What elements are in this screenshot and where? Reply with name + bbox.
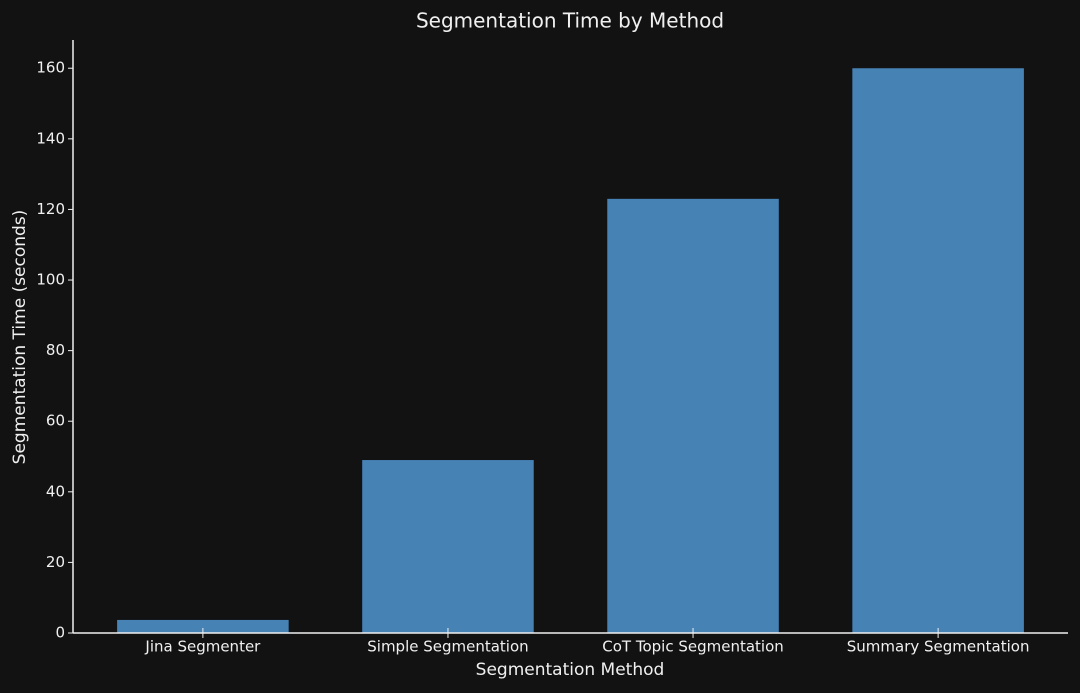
x-tick-label: CoT Topic Segmentation — [602, 638, 784, 656]
y-tick-label: 60 — [46, 412, 65, 430]
bar — [852, 68, 1024, 633]
y-tick-label: 40 — [46, 482, 65, 500]
x-axis-title: Segmentation Method — [476, 660, 665, 680]
y-tick-label: 100 — [36, 271, 65, 289]
y-tick-label: 140 — [36, 129, 65, 147]
y-tick-label: 20 — [46, 553, 65, 571]
y-tick-label: 80 — [46, 341, 65, 359]
bar — [117, 619, 289, 633]
bar — [362, 460, 534, 633]
x-tick-label: Jina Segmenter — [144, 638, 261, 656]
x-tick-label: Simple Segmentation — [367, 638, 528, 656]
x-tick-label: Summary Segmentation — [847, 638, 1030, 656]
y-tick-label: 120 — [36, 200, 65, 218]
chart-title: Segmentation Time by Method — [416, 9, 724, 33]
y-axis-title: Segmentation Time (seconds) — [10, 210, 30, 465]
y-tick-label: 160 — [36, 59, 65, 77]
bar — [607, 198, 779, 633]
y-tick-label: 0 — [55, 624, 65, 642]
